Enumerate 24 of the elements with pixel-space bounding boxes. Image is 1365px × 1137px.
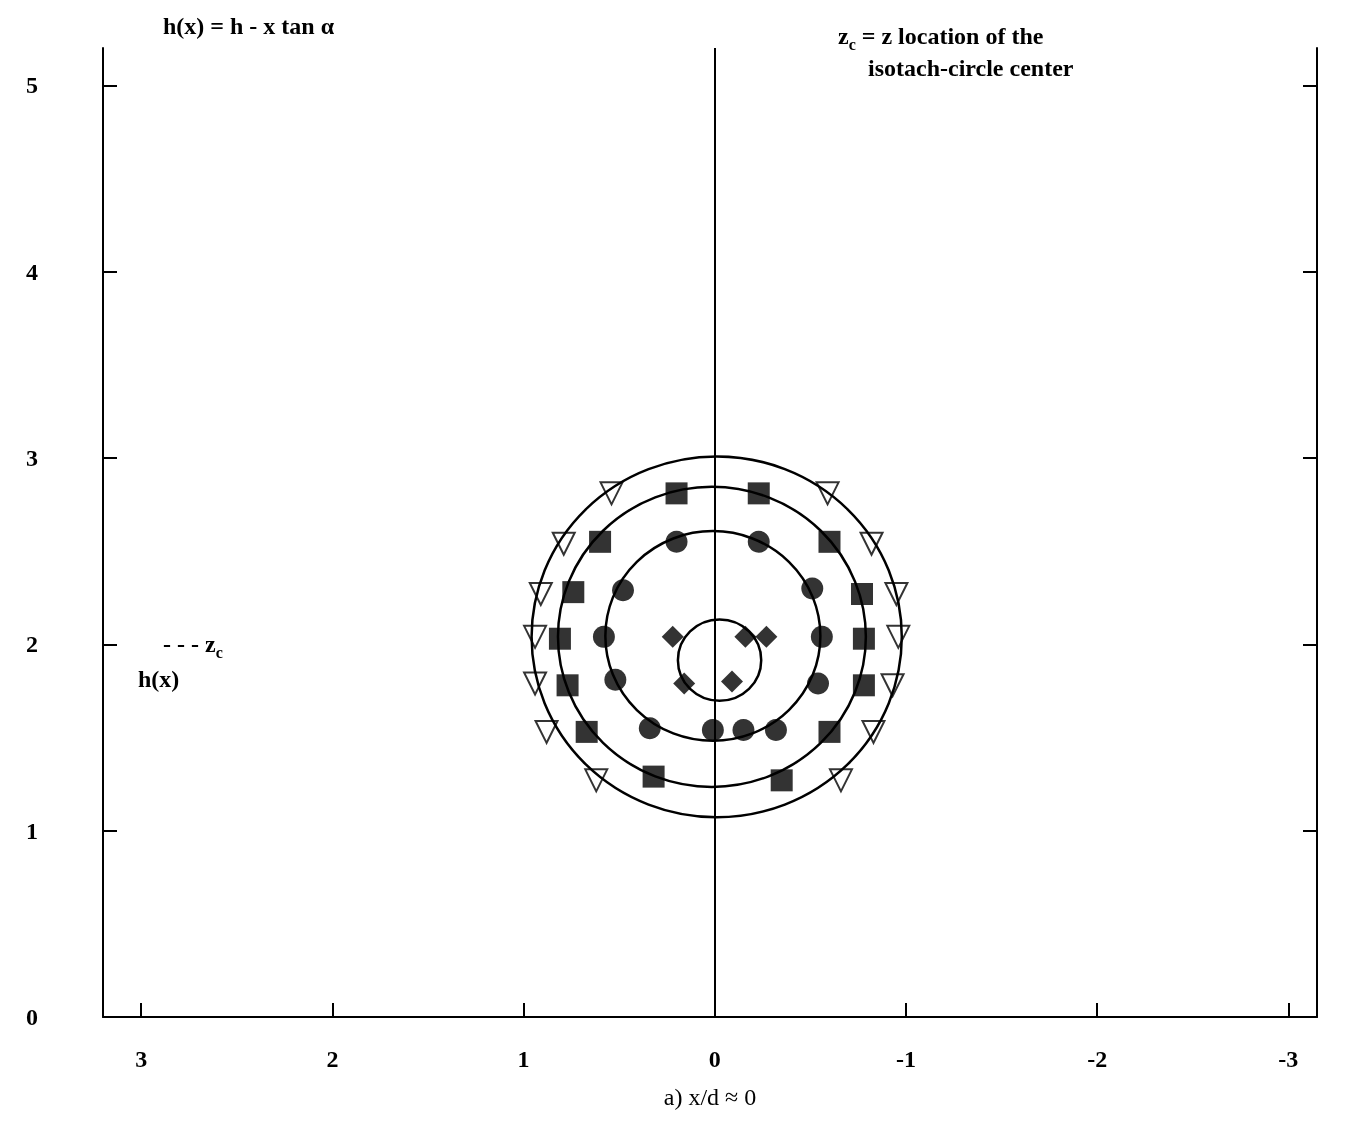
point (764, 719, 787, 742)
point (534, 719, 559, 744)
y-tick-label: 0 (26, 1004, 38, 1030)
y-tick-label: 3 (26, 444, 38, 471)
point (720, 670, 743, 693)
y-tick-label: 5 (26, 72, 38, 99)
y-tick-label: 4 (26, 258, 38, 285)
x-tick-label: -2 (1087, 1046, 1108, 1072)
x-tick-label: 1 (517, 1046, 530, 1072)
x-axis-title: a) x/d ≈ 0 (663, 1084, 757, 1110)
annotation: h(x) (138, 666, 180, 692)
point (755, 625, 778, 648)
y-tick-label: 2 (26, 631, 38, 658)
text: h(x) = h - x tan α (163, 13, 335, 39)
x-tick-label: -3 (1278, 1046, 1299, 1072)
point (807, 672, 830, 695)
point (770, 769, 793, 792)
point (701, 719, 724, 742)
point (661, 625, 684, 648)
x-tick-label: -1 (895, 1046, 916, 1072)
y-tick-label: 1 (26, 817, 38, 844)
x-tick-label: 0 (708, 1046, 721, 1072)
x-tick-label: 3 (135, 1046, 148, 1072)
x-tick-label: 2 (326, 1046, 339, 1072)
